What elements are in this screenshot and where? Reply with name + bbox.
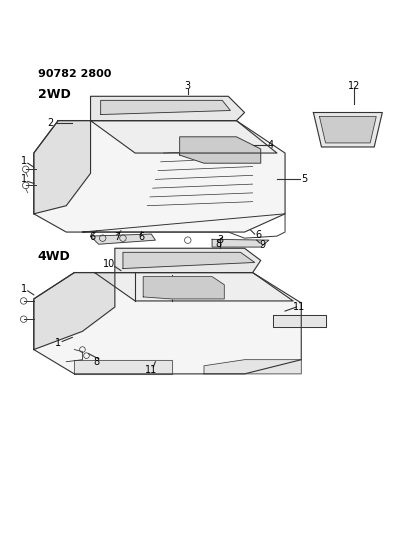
Text: 8: 8 — [215, 239, 221, 249]
Text: 4WD: 4WD — [38, 250, 71, 263]
Polygon shape — [91, 120, 277, 153]
Polygon shape — [319, 117, 376, 143]
Polygon shape — [95, 272, 293, 301]
Text: 6: 6 — [89, 232, 95, 243]
Text: 11: 11 — [145, 365, 157, 375]
Text: 6: 6 — [138, 232, 144, 243]
Text: 11: 11 — [293, 302, 305, 312]
Text: 7: 7 — [114, 232, 120, 243]
Polygon shape — [212, 239, 269, 247]
Text: 10: 10 — [103, 260, 115, 270]
Polygon shape — [74, 360, 172, 374]
Polygon shape — [34, 120, 285, 232]
Polygon shape — [115, 248, 261, 272]
Text: 2: 2 — [47, 118, 53, 127]
Polygon shape — [34, 272, 301, 374]
Polygon shape — [273, 315, 326, 327]
Text: 12: 12 — [348, 81, 360, 91]
Polygon shape — [204, 360, 301, 374]
Text: 8: 8 — [93, 357, 100, 367]
Text: 1: 1 — [21, 174, 27, 184]
Polygon shape — [313, 112, 382, 147]
Polygon shape — [143, 277, 224, 299]
Polygon shape — [101, 100, 231, 115]
Text: 1: 1 — [55, 338, 61, 349]
Text: 1: 1 — [21, 284, 27, 294]
Text: 6: 6 — [256, 230, 262, 240]
Text: 5: 5 — [302, 174, 308, 184]
Text: 1: 1 — [21, 156, 27, 166]
Text: 9: 9 — [260, 240, 266, 251]
Text: 2WD: 2WD — [38, 88, 71, 101]
Polygon shape — [180, 137, 261, 163]
Text: 3: 3 — [217, 235, 223, 245]
Polygon shape — [91, 234, 155, 244]
Polygon shape — [123, 252, 255, 269]
Text: 90782 2800: 90782 2800 — [38, 69, 111, 79]
Text: 3: 3 — [185, 81, 191, 91]
Text: 4: 4 — [268, 140, 274, 150]
Polygon shape — [91, 96, 244, 120]
Polygon shape — [34, 272, 115, 350]
Polygon shape — [34, 120, 91, 214]
